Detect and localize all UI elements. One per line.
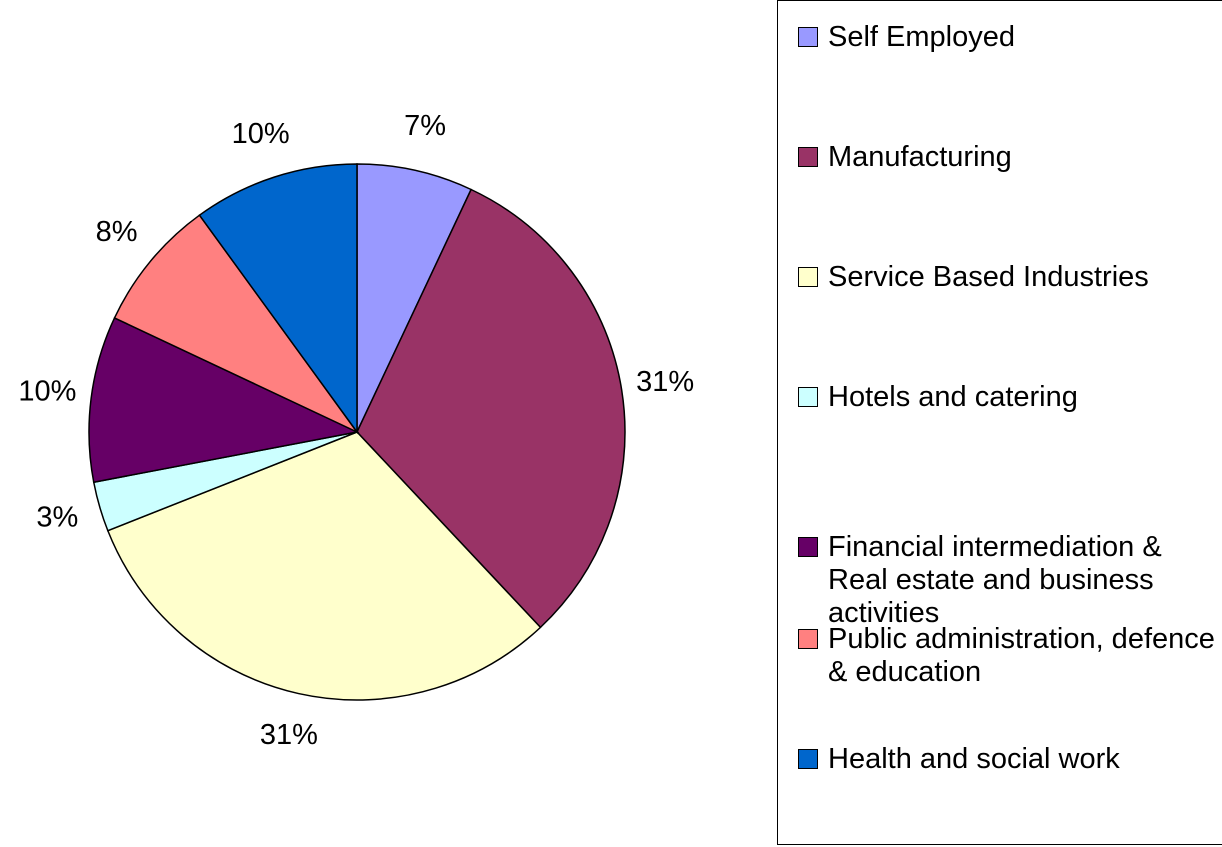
- legend-swatch: [798, 267, 818, 287]
- pie-slice: [106, 431, 542, 701]
- legend-label: Hotels and catering: [828, 381, 1078, 413]
- legend-label: Manufacturing: [828, 141, 1012, 173]
- data-label: 10%: [232, 118, 290, 150]
- data-label: 31%: [636, 366, 694, 398]
- data-label: 10%: [18, 376, 76, 408]
- legend-swatch: [798, 537, 818, 557]
- data-label: 7%: [404, 110, 446, 142]
- legend-swatch: [798, 749, 818, 769]
- legend-label: Self Employed: [828, 21, 1015, 53]
- data-label: 3%: [36, 502, 78, 534]
- legend-label: Health and social work: [828, 743, 1120, 775]
- data-label: 8%: [96, 216, 138, 248]
- legend-swatch: [798, 27, 818, 47]
- pie-slice: [198, 163, 358, 435]
- legend-label: Financial intermediation & Real estate a…: [828, 531, 1162, 629]
- pie-chart: 7% 31% 31% 3% 10% 8% 10%: [18, 110, 694, 751]
- pie-slice: [88, 316, 360, 484]
- legend-swatch: [798, 147, 818, 167]
- legend-label: Public administration, defence & educati…: [828, 623, 1215, 688]
- pie-slice: [356, 188, 626, 629]
- data-label: 31%: [260, 719, 318, 751]
- legend: Self Employed Manufacturing Service Based …: [777, 0, 1222, 845]
- legend-label: Service Based Industries: [828, 261, 1149, 293]
- pie-slice: [356, 163, 473, 433]
- legend-swatch: [798, 629, 818, 649]
- legend-swatch: [798, 387, 818, 407]
- pie-slice: [113, 214, 358, 433]
